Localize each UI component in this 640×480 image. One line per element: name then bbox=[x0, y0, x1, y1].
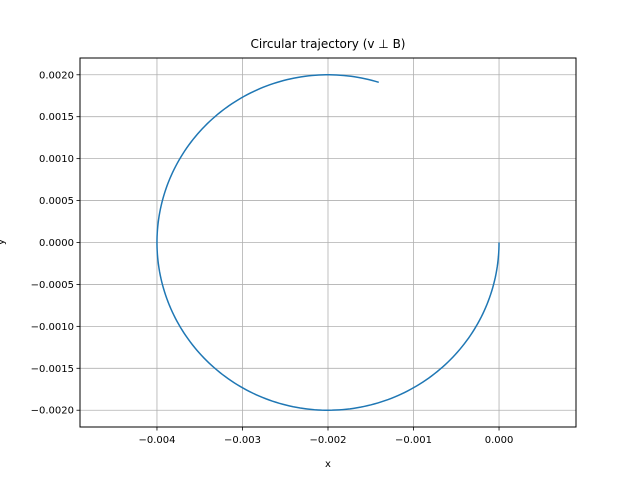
x-tick-label: −0.004 bbox=[138, 435, 175, 446]
y-tick-label: −0.0005 bbox=[31, 280, 74, 291]
x-tick-label: −0.002 bbox=[309, 435, 346, 446]
chart-title: Circular trajectory (v ⊥ B) bbox=[250, 37, 405, 51]
y-tick-label: 0.0010 bbox=[39, 154, 74, 165]
x-axis-label: x bbox=[325, 459, 331, 470]
x-tick-label: −0.001 bbox=[395, 435, 432, 446]
y-tick-label: 0.0015 bbox=[39, 112, 74, 123]
x-axis: −0.004 −0.003 −0.002 −0.001 0.000 bbox=[138, 427, 513, 446]
y-tick-label: −0.0015 bbox=[31, 364, 74, 375]
y-tick-label: −0.0010 bbox=[31, 322, 74, 333]
y-tick-label: 0.0005 bbox=[39, 196, 74, 207]
y-axis: −0.0020 −0.0015 −0.0010 −0.0005 0.0000 0.0005… bbox=[31, 70, 80, 417]
y-tick-label: 0.0000 bbox=[39, 238, 74, 249]
y-axis-label: y bbox=[0, 239, 7, 245]
y-tick-label: 0.0020 bbox=[39, 70, 74, 81]
x-tick-label: 0.000 bbox=[485, 435, 514, 446]
y-tick-label: −0.0020 bbox=[31, 406, 74, 417]
x-tick-label: −0.003 bbox=[224, 435, 261, 446]
series-line-trajectory bbox=[156, 74, 500, 411]
